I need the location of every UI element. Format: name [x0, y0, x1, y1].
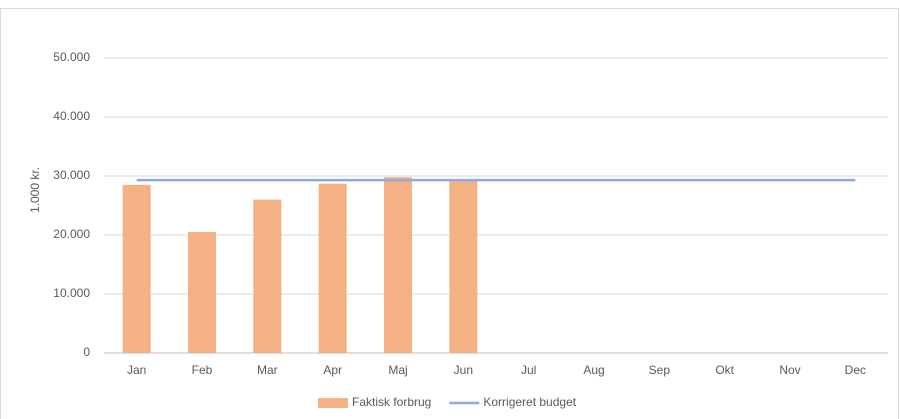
x-tick-label: Mar	[257, 363, 278, 377]
y-tick-label: 10.000	[53, 286, 90, 300]
y-tick-label: 20.000	[53, 227, 90, 241]
x-tick-label: Jun	[454, 363, 473, 377]
chart-frame	[0, 8, 899, 419]
x-tick-label: Maj	[388, 363, 407, 377]
y-tick-label: 50.000	[53, 50, 90, 64]
y-tick-label: 0	[83, 345, 90, 359]
bar	[253, 199, 282, 353]
y-axis-label: 1.000 kr.	[28, 167, 42, 213]
legend-label: Korrigeret budget	[483, 395, 576, 409]
bar	[122, 184, 151, 353]
x-tick-label: Jan	[127, 363, 146, 377]
legend-swatch	[318, 398, 348, 408]
x-tick-label: Sep	[649, 363, 671, 377]
x-tick-label: Jul	[521, 363, 536, 377]
x-tick-label: Okt	[715, 363, 734, 377]
y-tick-label: 40.000	[53, 109, 90, 123]
y-tick-label: 30.000	[53, 168, 90, 182]
x-tick-label: Apr	[323, 363, 342, 377]
legend-label: Faktisk forbrug	[352, 395, 431, 409]
x-tick-label: Feb	[192, 363, 213, 377]
bar	[449, 180, 478, 353]
x-tick-label: Nov	[779, 363, 800, 377]
bar	[188, 232, 216, 353]
bar	[384, 177, 412, 353]
x-tick-label: Aug	[583, 363, 604, 377]
x-tick-label: Dec	[845, 363, 866, 377]
bar	[318, 183, 347, 353]
